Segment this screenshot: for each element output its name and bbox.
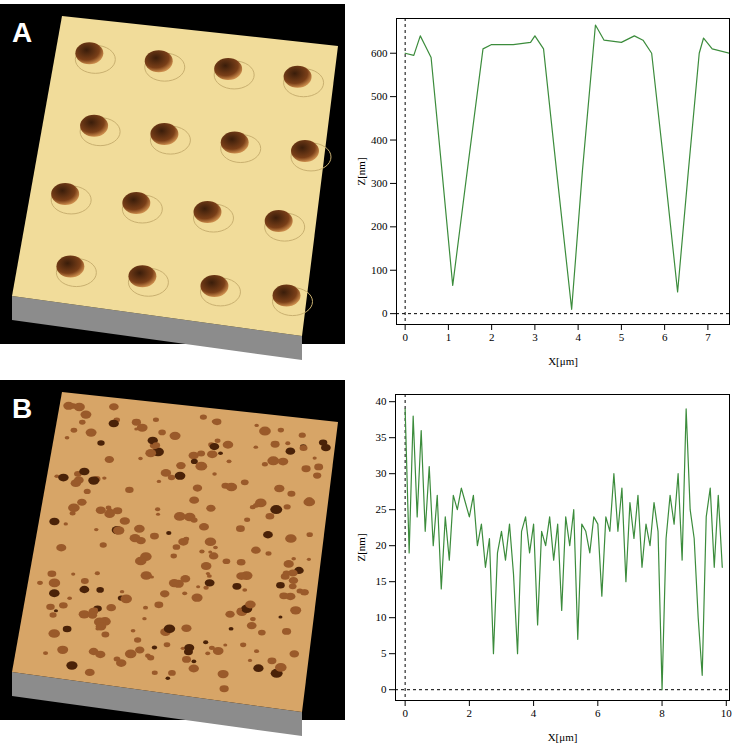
svg-text:0: 0 — [381, 683, 387, 695]
svg-text:10: 10 — [721, 707, 733, 719]
svg-text:6: 6 — [595, 707, 601, 719]
svg-text:4: 4 — [531, 707, 537, 719]
svg-text:300: 300 — [371, 177, 388, 189]
svg-text:40: 40 — [376, 395, 388, 407]
svg-text:Z[nm]: Z[nm] — [355, 533, 367, 561]
svg-text:15: 15 — [376, 575, 388, 587]
svg-text:2: 2 — [489, 331, 495, 343]
svg-text:600: 600 — [371, 47, 388, 59]
svg-text:20: 20 — [376, 539, 388, 551]
svg-text:0: 0 — [402, 331, 408, 343]
svg-text:X[μm]: X[μm] — [548, 731, 578, 743]
svg-text:B: B — [12, 393, 32, 424]
svg-text:200: 200 — [371, 220, 388, 232]
svg-text:500: 500 — [371, 90, 388, 102]
svg-text:35: 35 — [376, 431, 388, 443]
svg-text:100: 100 — [371, 264, 388, 276]
svg-text:Z[nm]: Z[nm] — [355, 157, 367, 185]
svg-text:30: 30 — [376, 467, 388, 479]
svg-text:25: 25 — [376, 503, 388, 515]
svg-text:2: 2 — [467, 707, 473, 719]
svg-text:1: 1 — [446, 331, 452, 343]
svg-text:7: 7 — [705, 331, 711, 343]
svg-text:10: 10 — [376, 611, 388, 623]
svg-text:A: A — [12, 17, 32, 48]
svg-text:400: 400 — [371, 134, 388, 146]
svg-text:0: 0 — [382, 307, 388, 319]
svg-text:5: 5 — [381, 647, 387, 659]
svg-text:0: 0 — [402, 707, 408, 719]
svg-text:X[μm]: X[μm] — [548, 355, 578, 367]
svg-text:8: 8 — [659, 707, 665, 719]
svg-text:4: 4 — [575, 331, 581, 343]
svg-text:3: 3 — [532, 331, 538, 343]
svg-text:5: 5 — [619, 331, 625, 343]
svg-text:6: 6 — [662, 331, 668, 343]
